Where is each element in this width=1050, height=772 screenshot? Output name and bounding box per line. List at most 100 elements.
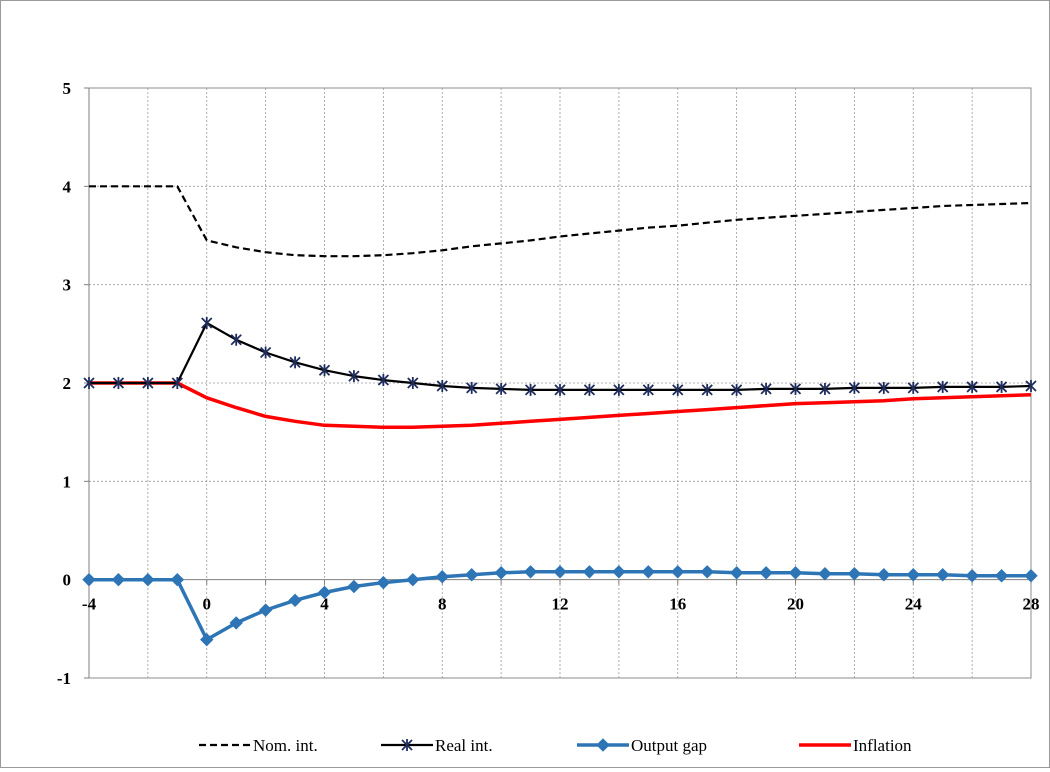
legend-item-nom-int: Nom. int. xyxy=(199,736,318,755)
y-tick-label: 0 xyxy=(63,571,72,590)
data-point-output-gap xyxy=(464,568,479,582)
data-point-real-int xyxy=(672,383,684,396)
data-point-real-int xyxy=(289,356,301,369)
y-tick-label: 1 xyxy=(63,472,72,491)
x-tick-label: 16 xyxy=(669,595,686,614)
data-point-output-gap xyxy=(494,566,508,580)
data-point-output-gap xyxy=(435,570,449,584)
data-point-output-gap xyxy=(82,572,96,587)
data-point-real-int xyxy=(789,382,802,395)
x-tick-label: -4 xyxy=(82,595,97,614)
data-point-real-int xyxy=(613,383,625,396)
legend-marker-real-int xyxy=(401,739,413,751)
data-point-output-gap xyxy=(729,566,744,580)
data-point-output-gap xyxy=(994,569,1009,583)
data-point-real-int xyxy=(1025,379,1037,392)
data-point-real-int xyxy=(848,381,861,394)
data-point-real-int xyxy=(407,377,419,389)
data-point-real-int xyxy=(230,333,242,346)
y-tick-label: 5 xyxy=(63,79,72,98)
data-point-output-gap xyxy=(759,566,773,580)
data-point-real-int xyxy=(112,377,125,389)
data-point-real-int xyxy=(730,383,743,396)
x-tick-label: 24 xyxy=(905,595,923,614)
data-point-output-gap xyxy=(788,566,803,580)
data-point-output-gap xyxy=(317,585,332,600)
series-inflation xyxy=(89,381,1032,430)
data-point-output-gap xyxy=(612,565,626,579)
y-tick-label: 4 xyxy=(63,177,72,196)
data-point-output-gap xyxy=(170,572,185,587)
data-point-output-gap xyxy=(229,616,243,630)
data-point-real-int xyxy=(201,317,213,330)
data-point-output-gap xyxy=(347,579,361,594)
x-tick-label: 0 xyxy=(203,595,212,614)
data-point-real-int xyxy=(142,377,154,389)
grid-layer xyxy=(88,87,1032,679)
x-tick-label: 4 xyxy=(320,595,329,614)
data-point-output-gap xyxy=(523,565,538,579)
data-point-output-gap xyxy=(288,593,302,608)
data-point-output-gap xyxy=(965,569,979,583)
legend-item-output-gap: Output gap xyxy=(577,736,707,755)
data-point-real-int xyxy=(878,381,890,394)
x-tick-label: 8 xyxy=(438,595,447,614)
data-point-real-int xyxy=(583,383,596,396)
data-point-real-int xyxy=(377,374,390,387)
legend-label-nom-int: Nom. int. xyxy=(253,736,318,755)
data-point-real-int xyxy=(83,377,95,389)
data-point-output-gap xyxy=(847,567,862,581)
data-point-real-int xyxy=(495,382,507,395)
data-point-real-int xyxy=(995,380,1008,393)
data-point-real-int xyxy=(318,364,331,377)
data-point-output-gap xyxy=(582,565,597,579)
data-point-output-gap xyxy=(671,565,685,579)
data-point-output-gap xyxy=(877,568,891,582)
series-line-inflation xyxy=(89,381,1032,430)
y-tick-label: 3 xyxy=(63,276,72,295)
data-point-real-int xyxy=(466,381,478,394)
data-point-real-int xyxy=(524,383,537,396)
data-point-output-gap xyxy=(258,603,273,617)
series-real-int xyxy=(83,317,1037,396)
x-tick-label: 28 xyxy=(1023,595,1040,614)
data-point-real-int xyxy=(701,383,713,396)
data-point-output-gap xyxy=(641,565,656,579)
data-point-real-int xyxy=(436,379,448,392)
data-point-real-int xyxy=(937,380,949,393)
data-point-output-gap xyxy=(906,568,920,582)
legend-marker-output-gap xyxy=(596,738,610,752)
data-point-real-int xyxy=(819,382,831,395)
data-point-real-int xyxy=(907,381,919,394)
data-point-real-int xyxy=(348,370,360,383)
series-line-nom-int xyxy=(89,185,1032,258)
data-point-real-int xyxy=(966,380,978,393)
series-nom-int xyxy=(89,185,1032,258)
data-point-output-gap xyxy=(553,565,567,579)
legend-item-real-int: Real int. xyxy=(381,736,493,755)
data-point-output-gap xyxy=(1024,569,1038,583)
data-point-real-int xyxy=(554,383,566,396)
data-point-output-gap xyxy=(376,575,391,590)
data-point-output-gap xyxy=(818,567,832,581)
x-tick-label: 20 xyxy=(787,595,804,614)
data-point-output-gap xyxy=(200,632,214,647)
legend: Nom. int. Real int. Output gap Inflation xyxy=(199,736,912,755)
y-tick-label: 2 xyxy=(63,374,72,393)
x-tick-label: 12 xyxy=(552,595,569,614)
data-point-output-gap xyxy=(141,572,155,587)
legend-label-real-int: Real int. xyxy=(435,736,493,755)
legend-label-output-gap: Output gap xyxy=(631,736,707,755)
series-output-gap xyxy=(82,565,1038,647)
legend-item-inflation: Inflation xyxy=(799,736,912,755)
data-point-output-gap xyxy=(935,568,950,582)
series-layer xyxy=(82,185,1038,647)
data-point-output-gap xyxy=(111,572,126,587)
y-tick-label: -1 xyxy=(57,669,71,688)
data-point-real-int xyxy=(259,346,272,359)
data-point-output-gap xyxy=(700,565,714,579)
legend-label-inflation: Inflation xyxy=(853,736,912,755)
